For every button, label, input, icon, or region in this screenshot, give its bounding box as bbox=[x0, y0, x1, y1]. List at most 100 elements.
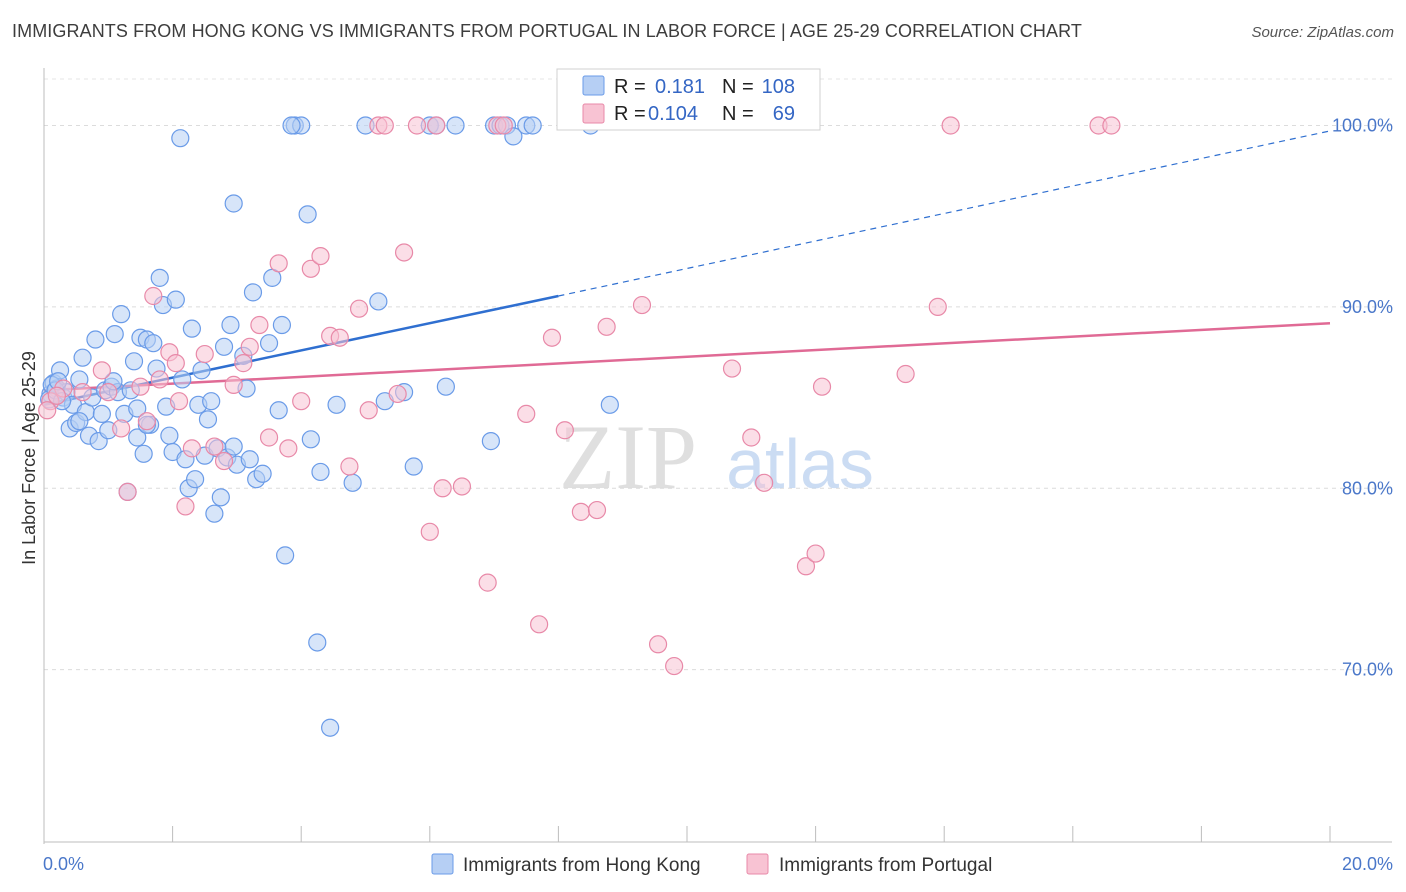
legend-label-hong-kong: Immigrants from Hong Kong bbox=[463, 855, 701, 876]
point-portugal bbox=[214, 451, 234, 471]
trend-line-portugal bbox=[43, 321, 1331, 392]
point-portugal bbox=[269, 254, 288, 273]
stats-r-value-hong-kong: 0.181 bbox=[655, 76, 705, 98]
point-portugal bbox=[928, 297, 947, 316]
point-portugal bbox=[182, 439, 201, 458]
point-hong-kong bbox=[192, 361, 211, 380]
point-portugal bbox=[99, 383, 118, 402]
point-hong-kong bbox=[311, 462, 330, 482]
point-portugal bbox=[648, 635, 668, 654]
point-hong-kong bbox=[321, 718, 340, 737]
stats-n-label-portugal: N = bbox=[722, 103, 754, 125]
point-portugal bbox=[632, 295, 652, 315]
point-portugal bbox=[92, 361, 111, 380]
axes bbox=[43, 68, 1392, 844]
point-portugal bbox=[494, 116, 513, 135]
point-hong-kong bbox=[308, 633, 327, 652]
point-portugal bbox=[144, 286, 163, 306]
point-hong-kong bbox=[70, 412, 89, 431]
point-portugal bbox=[112, 419, 131, 438]
point-portugal bbox=[250, 315, 269, 335]
point-portugal bbox=[722, 359, 742, 378]
point-hong-kong bbox=[160, 426, 179, 445]
stats-n-value-portugal: 69 bbox=[773, 103, 795, 125]
point-portugal bbox=[224, 375, 243, 394]
point-hong-kong bbox=[243, 283, 263, 302]
y-tick-label: 80.0% bbox=[1342, 478, 1393, 498]
y-axis-label: In Labor Force | Age 25-29 bbox=[19, 351, 39, 565]
point-portugal bbox=[478, 573, 497, 592]
point-portugal bbox=[169, 392, 189, 411]
point-hong-kong bbox=[404, 457, 423, 476]
stats-swatch-hong-kong bbox=[582, 75, 605, 96]
point-hong-kong bbox=[112, 305, 131, 324]
stats-r-label-portugal: R = bbox=[614, 103, 646, 125]
point-hong-kong bbox=[282, 116, 301, 135]
trend-line-hong-kong-extension bbox=[558, 130, 1331, 297]
point-portugal bbox=[806, 544, 825, 563]
point-hong-kong bbox=[198, 410, 218, 429]
point-hong-kong bbox=[600, 395, 619, 414]
point-hong-kong bbox=[214, 337, 234, 356]
point-portugal bbox=[433, 479, 452, 498]
point-hong-kong bbox=[436, 377, 455, 396]
x-tick-label: 20.0% bbox=[1342, 854, 1393, 874]
source-credit: Source: ZipAtlas.com bbox=[1251, 24, 1394, 41]
point-hong-kong bbox=[150, 268, 169, 287]
point-portugal bbox=[166, 354, 185, 373]
point-portugal bbox=[137, 412, 156, 431]
point-portugal bbox=[301, 259, 320, 278]
data-points bbox=[38, 116, 1121, 737]
point-portugal bbox=[330, 328, 349, 347]
stats-n-label-hong-kong: N = bbox=[722, 76, 754, 98]
point-hong-kong bbox=[166, 290, 185, 309]
chart-title: IMMIGRANTS FROM HONG KONG VS IMMIGRANTS … bbox=[12, 21, 1082, 41]
y-tick-label: 70.0% bbox=[1342, 660, 1393, 680]
point-hong-kong bbox=[481, 432, 500, 451]
point-portugal bbox=[452, 477, 472, 496]
point-hong-kong bbox=[202, 392, 221, 411]
point-hong-kong bbox=[124, 352, 144, 371]
point-hong-kong bbox=[523, 116, 542, 135]
point-hong-kong bbox=[343, 473, 362, 492]
point-portugal bbox=[517, 404, 536, 424]
y-tick-labels: 70.0% 80.0% 90.0% 100.0% bbox=[1332, 115, 1393, 679]
point-portugal bbox=[742, 428, 761, 447]
y-tick-label: 90.0% bbox=[1342, 297, 1393, 317]
point-portugal bbox=[359, 401, 378, 420]
point-hong-kong bbox=[128, 428, 147, 447]
x-tick-label: 0.0% bbox=[43, 854, 84, 874]
point-portugal bbox=[571, 502, 591, 521]
point-portugal bbox=[131, 377, 150, 396]
point-portugal bbox=[555, 421, 574, 440]
point-hong-kong bbox=[301, 430, 320, 449]
point-hong-kong bbox=[92, 404, 111, 424]
point-hong-kong bbox=[259, 334, 279, 353]
point-portugal bbox=[427, 116, 446, 135]
point-hong-kong bbox=[173, 370, 192, 389]
point-hong-kong bbox=[446, 116, 465, 135]
point-hong-kong bbox=[327, 395, 346, 414]
legend-swatch-portugal bbox=[746, 853, 769, 875]
point-hong-kong bbox=[224, 194, 243, 213]
point-portugal bbox=[205, 437, 224, 456]
point-hong-kong bbox=[369, 292, 388, 311]
point-portugal bbox=[388, 384, 407, 404]
y-tick-label: 100.0% bbox=[1332, 115, 1393, 135]
gridlines bbox=[44, 78, 1392, 671]
point-hong-kong bbox=[144, 334, 163, 353]
point-portugal bbox=[240, 337, 259, 356]
point-portugal bbox=[896, 364, 915, 384]
point-portugal bbox=[176, 497, 195, 516]
point-hong-kong bbox=[276, 546, 295, 565]
point-hong-kong bbox=[105, 324, 124, 344]
point-portugal bbox=[1102, 116, 1121, 135]
point-portugal bbox=[279, 439, 298, 458]
point-hong-kong bbox=[186, 470, 205, 489]
legend-label-portugal: Immigrants from Portugal bbox=[779, 855, 992, 876]
stats-r-label-hong-kong: R = bbox=[614, 76, 646, 98]
point-hong-kong bbox=[134, 444, 153, 463]
point-portugal bbox=[407, 116, 427, 135]
point-portugal bbox=[597, 317, 616, 336]
